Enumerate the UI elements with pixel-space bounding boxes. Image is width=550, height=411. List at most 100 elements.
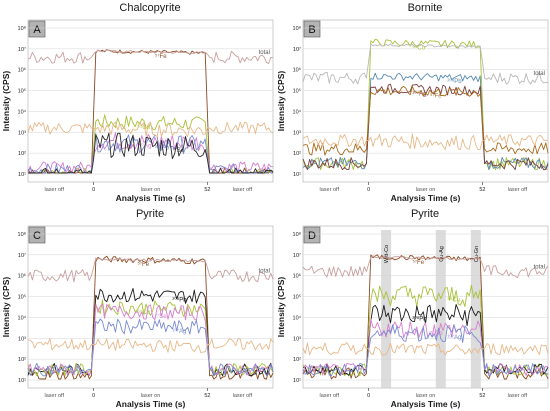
y-tick-label: 10¹	[293, 378, 301, 384]
y-tick-label: 10³	[293, 336, 301, 342]
y-tick-label: 10⁵	[293, 88, 301, 95]
y-tick-label: 10⁵	[293, 294, 301, 301]
series-label: total	[259, 50, 270, 56]
series-label: ⁵⁷Fe	[430, 93, 442, 100]
series-line	[302, 255, 549, 279]
x-annotation: laser off	[233, 393, 253, 399]
series-label: ⁶⁵Cu	[137, 309, 150, 316]
y-tick-label: 10⁵	[18, 294, 26, 301]
panel-letter: C	[28, 226, 46, 244]
series-label: ¹⁰⁷Ag	[447, 334, 461, 341]
x-annotation: laser off	[320, 187, 340, 193]
series-line	[28, 132, 274, 174]
x-axis-label: Analysis Time (s)	[391, 399, 461, 409]
y-tick-label: 10²	[18, 357, 26, 363]
panel-c: Pyrite C 10¹ 10² 10³ 10⁴ 10⁵ 10⁶ 10⁷ 10⁸ ⁵⁷Fe total…	[1, 208, 274, 409]
x-tick-label: 0	[92, 393, 95, 399]
series-line	[27, 338, 274, 354]
x-axis-label: Analysis Time (s)	[116, 193, 186, 203]
y-tick-label: 10⁶	[18, 67, 26, 74]
series-line	[302, 43, 549, 85]
band-label: Cu-Ag	[439, 246, 445, 262]
series-line	[302, 318, 549, 376]
x-axis-label: Analysis Time (s)	[391, 193, 461, 203]
series-line	[27, 132, 273, 174]
panel-letter: A	[28, 20, 46, 38]
series-line	[27, 303, 274, 376]
series-line	[302, 324, 549, 377]
x-annotation: laser off	[508, 187, 528, 193]
panel-title: Chalcopyrite	[119, 2, 180, 14]
x-annotation: laser on	[416, 187, 436, 193]
y-tick-label: 10³	[293, 130, 301, 136]
svg-text:C: C	[33, 230, 41, 242]
panel-title: Pyrite	[136, 208, 164, 220]
y-tick-label: 10⁴	[293, 314, 302, 321]
y-tick-label: 10⁸	[18, 231, 26, 238]
y-tick-label: 10⁸	[293, 25, 301, 32]
panel-title: Bornite	[408, 2, 443, 14]
x-tick-label: 52	[204, 393, 210, 399]
panel-letter: B	[303, 20, 321, 38]
x-annotation: laser off	[320, 393, 340, 399]
x-annotation: laser on	[141, 393, 161, 399]
y-tick-label: 10⁴	[18, 108, 27, 115]
x-tick-label: 52	[479, 187, 485, 193]
series-line	[302, 133, 549, 150]
panel-a: Chalcopyrite A 10¹ 10² 10³ 10⁴ 10⁵ 10⁶ 10⁷ 10⁸ ⁶⁵C…	[1, 2, 274, 203]
series-label: total	[534, 71, 545, 77]
svg-text:D: D	[308, 230, 316, 242]
series-label: ⁵⁷Fe	[137, 261, 149, 268]
series-label: ⁶⁵Cu	[447, 296, 460, 303]
y-tick-label: 10¹	[18, 378, 26, 384]
series-line	[302, 342, 549, 356]
series-line	[27, 318, 274, 377]
y-tick-label: 10⁵	[18, 88, 26, 95]
y-tick-label: 10⁶	[293, 273, 301, 280]
plot-area	[27, 19, 274, 183]
x-tick-label: 52	[479, 393, 485, 399]
x-tick-label: 52	[204, 187, 210, 193]
series-line	[27, 255, 274, 380]
y-tick-label: 10⁷	[293, 46, 301, 53]
x-axis-label: Analysis Time (s)	[116, 399, 186, 409]
y-tick-label: 10²	[293, 357, 301, 363]
highlight-band	[470, 230, 481, 388]
y-axis-label: Intensity (CPS)	[276, 71, 286, 132]
band-label: Witt-Co	[384, 245, 390, 263]
x-annotation: laser off	[233, 187, 253, 193]
series-label: ⁶⁵Cu	[412, 45, 425, 52]
panel-letter: D	[303, 226, 321, 244]
y-tick-label: 10⁷	[18, 46, 26, 53]
y-tick-label: 10¹	[293, 172, 301, 178]
y-axis-label: Intensity (CPS)	[276, 277, 286, 338]
series-label: ²⁰⁸Pb	[447, 78, 462, 85]
x-annotation: laser off	[45, 393, 65, 399]
series-label: ²⁰⁸Pb	[172, 296, 187, 303]
series-line	[302, 85, 549, 156]
series-label: ¹⁰⁷Ag	[172, 328, 186, 335]
series-label: ⁵⁷Fe	[155, 53, 167, 60]
y-tick-label: 10²	[18, 151, 26, 157]
highlight-band	[435, 230, 446, 388]
panel-title: Pyrite	[411, 208, 439, 220]
y-tick-label: 10⁷	[293, 252, 301, 259]
x-annotation: laser on	[141, 187, 161, 193]
y-tick-label: 10⁴	[18, 314, 27, 321]
series-label: ⁷⁷Se	[155, 313, 167, 320]
series-label: ²⁰⁸Pb	[412, 315, 427, 322]
y-tick-label: 10⁶	[18, 273, 26, 280]
series-label: ⁷⁷Se	[172, 147, 184, 154]
highlight-band	[381, 230, 392, 388]
y-tick-label: 10³	[18, 130, 26, 136]
plot-area	[302, 225, 549, 389]
y-tick-label: 10⁶	[293, 67, 301, 74]
series-label: total	[259, 269, 270, 275]
x-annotation: laser off	[45, 187, 65, 193]
y-axis-label: Intensity (CPS)	[1, 277, 11, 338]
series-line	[302, 38, 549, 171]
series-label: ¹⁰⁷Ag	[412, 90, 426, 97]
series-line	[302, 83, 549, 171]
y-tick-label: 10⁴	[293, 108, 302, 115]
